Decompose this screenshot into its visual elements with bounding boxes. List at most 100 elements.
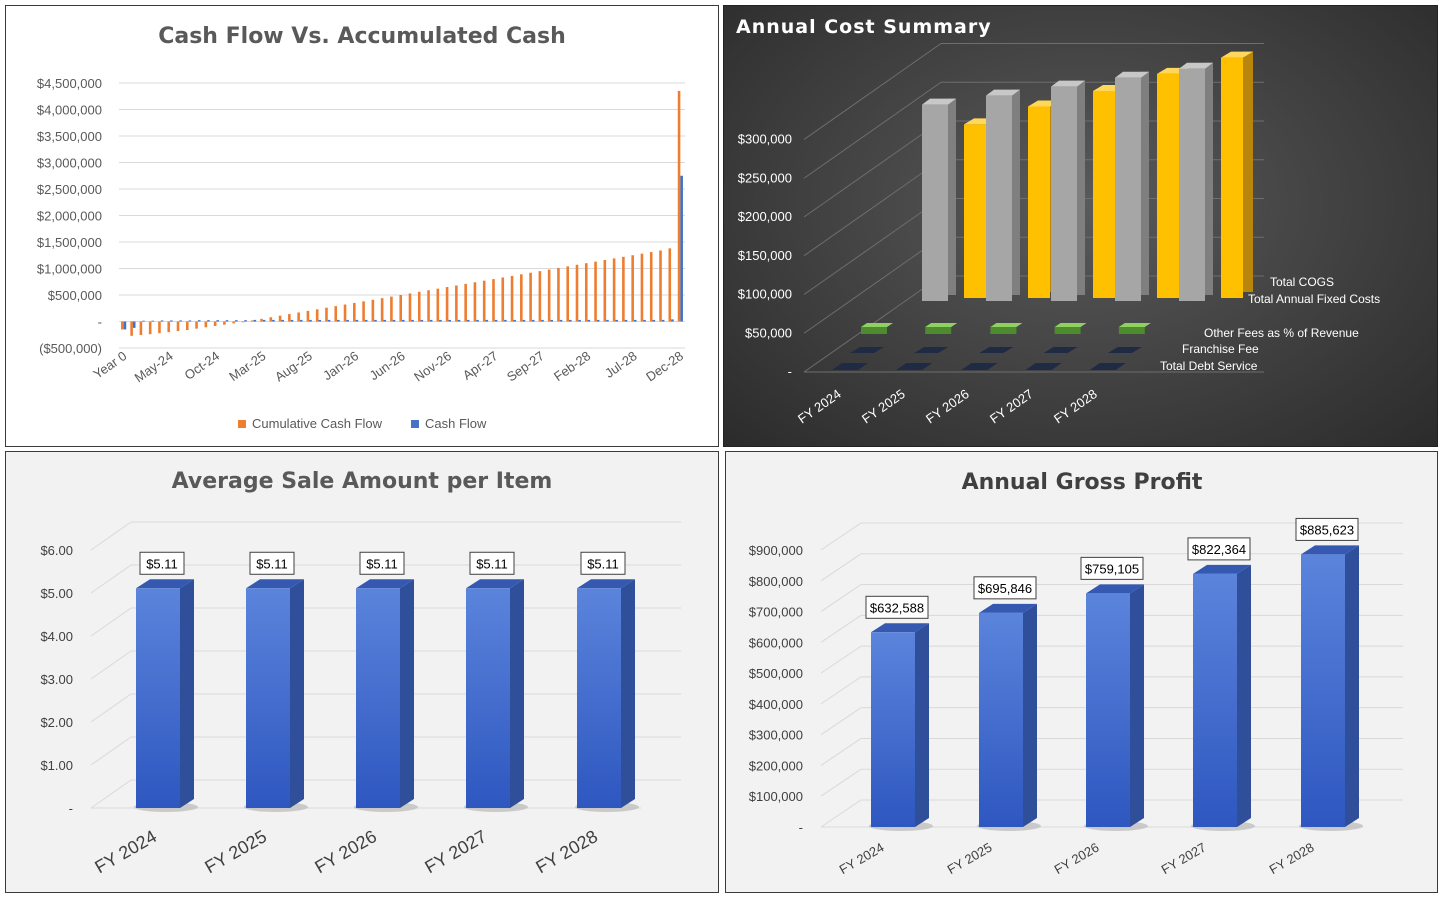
x-tick-label: Feb-28 [551,348,593,384]
bar-cash-flow [383,319,387,322]
bar-cash-flow [299,319,303,322]
bar-cash-flow [485,319,489,322]
bar-side-fixed-costs [1243,51,1253,293]
y-tick-label: $300,000 [738,132,792,147]
y-tick-label: $200,000 [749,758,803,773]
bar-top [979,603,1037,613]
gridline-side [90,779,132,809]
bar-other-fees [1118,327,1145,334]
bar-cash-flow [337,319,340,322]
y-tick-label: - [98,315,102,330]
gross-profit-chart: Annual Gross Profit $900,000 $800,000 $700… [749,470,1403,877]
bar-top-other-fees [990,323,1023,327]
bar-top [136,579,194,589]
bar [1086,593,1130,827]
bar-franchise-fee [1107,347,1142,353]
y-tick-label: $400,000 [749,697,803,712]
bar-top [871,623,929,633]
bar-cash-flow [170,320,173,322]
bar-total-cogs [986,95,1012,302]
gridline-side [820,768,862,797]
bar [136,588,180,808]
y-tick-label: $250,000 [738,170,792,185]
bar-cumulative-cash-flow [473,282,477,322]
bar-side [290,579,304,808]
bar-cash-flow [420,319,424,322]
y-tick-label: $150,000 [738,248,792,263]
bar-cash-flow [522,319,526,322]
data-label: $5.11 [476,556,508,571]
y-tick-label: $200,000 [738,209,792,224]
bar-cumulative-cash-flow [121,321,124,330]
series-label: Franchise Fee [1182,342,1259,356]
y-tick-label: $3.00 [40,672,73,687]
x-tick-label: FY 2027 [421,826,490,877]
gridline-side [803,81,942,179]
legend-swatch-cash-flow [411,420,419,428]
bar-cumulative-cash-flow [315,309,319,322]
gridline-side [90,650,132,680]
data-label: $5.11 [366,556,398,571]
bar-cumulative-cash-flow [529,272,532,322]
bar-top-other-fees [1118,323,1151,327]
bar-cumulative-cash-flow [185,321,189,330]
bar-cash-flow [207,320,210,322]
bar-cash-flow [596,319,600,322]
average-sale-chart-panel: Average Sale Amount per Item $6.00 $5.00 $… [5,451,719,893]
bar-debt-service [961,363,998,370]
bar-top-cogs [1115,71,1149,78]
cash-flow-chart-title: Cash Flow Vs. Accumulated Cash [158,24,566,49]
bar-cumulative-cash-flow [566,266,570,322]
bar-cash-flow [392,319,396,322]
y-tick-label: $4,000,000 [37,103,102,118]
bar-cash-flow [225,320,229,322]
y-tick-label: - [788,364,792,379]
annual-cost-chart-title: Annual Cost Summary [736,16,992,38]
gridline-side [820,799,862,828]
bar-cumulative-cash-flow [538,271,542,322]
data-label-box [469,551,515,575]
bar-cumulative-cash-flow [603,260,607,322]
gridline-side [820,614,862,643]
bar-cumulative-cash-flow [455,285,458,322]
bar-side [400,579,414,808]
data-label: $5.11 [256,556,288,571]
data-label: $5.11 [587,556,619,571]
gridline-side [90,607,132,637]
annual-cost-chart-panel: Annual Cost Summary $300,000 $250,000 $200… [723,5,1438,447]
bar-cumulative-cash-flow [130,321,133,336]
y-tick-label: $1,500,000 [37,235,102,250]
y-tick-label: $1,000,000 [37,262,102,277]
x-tick-label: FY 2028 [1051,386,1100,426]
y-tick-label: $4.00 [40,629,73,644]
bar-cumulative-cash-flow [297,312,300,322]
bar-cash-flow [541,319,544,322]
bar-cash-flow [439,319,442,322]
bar-side [915,623,929,827]
data-label: $822,364 [1192,542,1246,557]
bar-franchise-fee [979,347,1014,353]
bar-top-other-fees [1054,323,1087,327]
bar-cumulative-cash-flow [436,288,440,322]
bar-side [510,579,524,808]
bar-other-fees [990,327,1017,334]
bar [356,588,400,808]
bar-cash-flow [281,319,284,322]
bar-cumulative-cash-flow [659,250,662,322]
bar-cumulative-cash-flow [353,302,356,322]
bar [979,612,1023,827]
cash-flow-legend: Cumulative Cash Flow Cash Flow [238,416,487,431]
bar-side [180,579,194,808]
y-tick-label: $100,000 [738,287,792,302]
bar-total-cogs [1051,86,1077,301]
bar-side [1345,545,1359,827]
bar-cash-flow [661,319,665,322]
bar-cumulative-cash-flow [223,321,226,325]
cash-flow-chart: Cash Flow Vs. Accumulated Cash $4,500,00… [37,24,686,431]
bar-cumulative-cash-flow [380,298,384,322]
bar-cash-flow [179,320,182,322]
bar-cumulative-cash-flow [640,253,644,322]
x-tick-label: Jun-26 [367,348,408,383]
data-label-box [359,551,405,575]
bar-cumulative-cash-flow [445,287,449,322]
